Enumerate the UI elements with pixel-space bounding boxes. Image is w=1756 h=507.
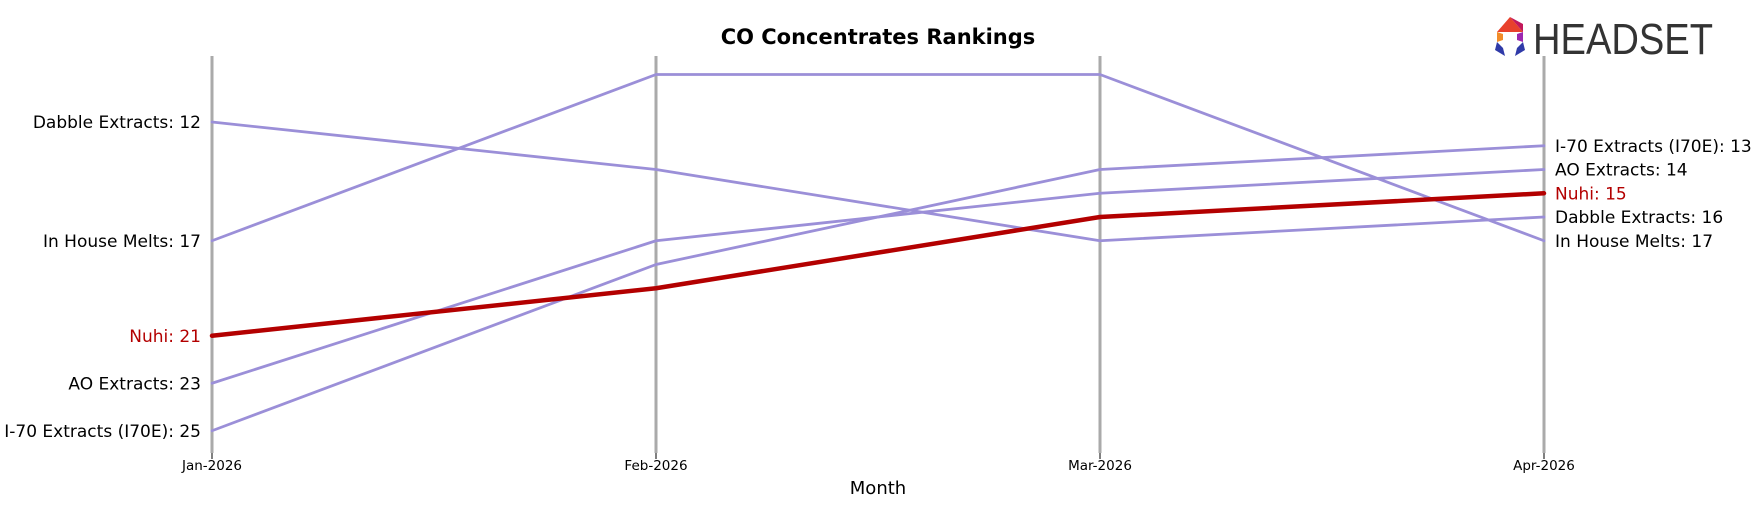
headset-logo-mark: HEADSET (1495, 15, 1713, 64)
x-axis-label: Month (850, 478, 906, 499)
x-tick-label: Feb-2026 (624, 458, 687, 474)
end-label: Nuhi: 15 (1555, 184, 1627, 204)
x-tick-label: Mar-2026 (1068, 458, 1132, 474)
start-label: In House Melts: 17 (43, 232, 201, 252)
series-line-nuhi (209, 191, 1547, 338)
headset-hexagon-logo-icon (1495, 17, 1525, 56)
logo-text: HEADSET (1533, 15, 1713, 64)
chart-title: CO Concentrates Rankings (721, 25, 1036, 49)
series-line-i-70-extracts-i70e (210, 144, 1546, 433)
start-label: AO Extracts: 23 (68, 374, 201, 394)
start-label: Dabble Extracts: 12 (33, 113, 201, 133)
series-line-ao-extracts (210, 168, 1546, 385)
end-label: I-70 Extracts (I70E): 13 (1555, 137, 1752, 157)
end-label: Dabble Extracts: 16 (1555, 208, 1723, 228)
start-label: I-70 Extracts (I70E): 25 (4, 422, 201, 442)
start-label: Nuhi: 21 (129, 327, 201, 347)
series-line-dabble-extracts (210, 120, 1546, 243)
x-tick-label: Jan-2026 (181, 458, 242, 474)
end-label: In House Melts: 17 (1555, 232, 1713, 252)
x-tick-label: Apr-2026 (1513, 458, 1575, 474)
end-label: AO Extracts: 14 (1555, 161, 1688, 181)
headset-logo: HEADSET (1485, 12, 1717, 64)
